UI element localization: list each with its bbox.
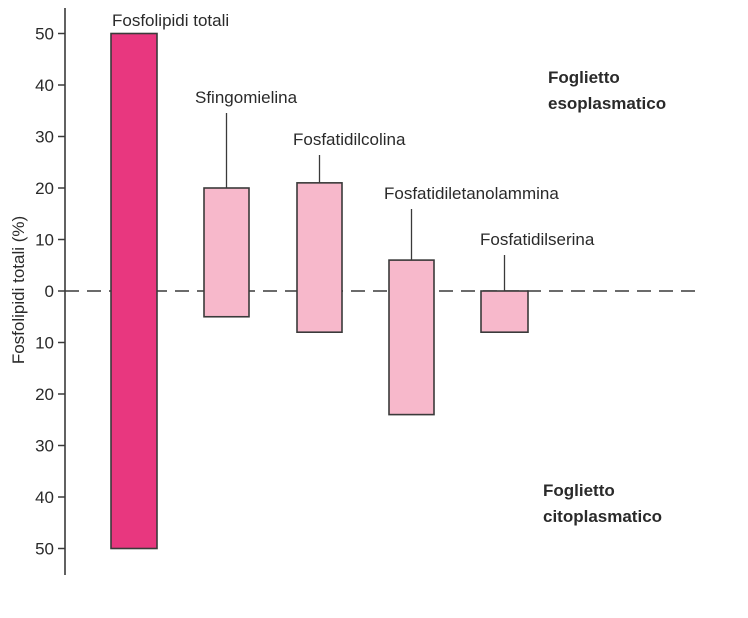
y-tick-label: 30 — [35, 437, 54, 456]
bar-label-1: Fosfolipidi totali — [112, 11, 229, 30]
lower-leaflet-label-line1: Foglietto — [543, 481, 615, 500]
y-tick-label: 10 — [35, 334, 54, 353]
bar-2 — [203, 187, 250, 318]
y-tick-label: 30 — [35, 128, 54, 147]
y-tick-label: 0 — [45, 282, 54, 301]
bar-5 — [480, 290, 529, 334]
y-tick-label: 40 — [35, 488, 54, 507]
y-tick-label: 20 — [35, 385, 54, 404]
y-tick-label: 40 — [35, 76, 54, 95]
y-ticks: 50 40 30 20 10 0 10 20 30 40 50 — [35, 25, 65, 559]
bar-labels: Fosfolipidi totali Sfingomielina Fosfatidi… — [112, 11, 595, 291]
bar-1 — [110, 32, 158, 550]
bar-3 — [296, 182, 343, 334]
y-tick-label: 50 — [35, 25, 54, 44]
upper-leaflet-label-line2: esoplasmatico — [548, 94, 666, 113]
y-tick-label: 50 — [35, 540, 54, 559]
bar-label-5: Fosfatidilserina — [480, 230, 595, 249]
bar-label-3: Fosfatidilcolina — [293, 130, 406, 149]
y-axis-title: Fosfolipidi totali (%) — [9, 216, 28, 364]
bar-label-4: Fosfatidiletanolammina — [384, 184, 559, 203]
lower-leaflet-label-line2: citoplasmatico — [543, 507, 662, 526]
y-tick-label: 10 — [35, 231, 54, 250]
bars — [110, 32, 529, 550]
upper-leaflet-label-line1: Foglietto — [548, 68, 620, 87]
y-tick-label: 20 — [35, 179, 54, 198]
bar-4 — [388, 259, 435, 416]
bar-label-2: Sfingomielina — [195, 88, 298, 107]
